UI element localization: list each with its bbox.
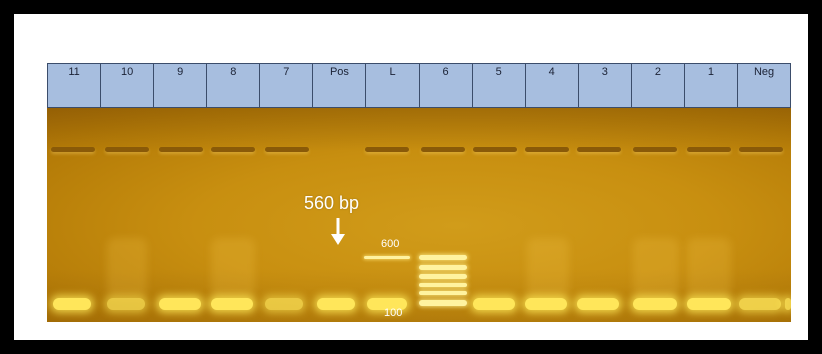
band-size-label: 560 bp: [304, 193, 360, 213]
lane-label: 5: [472, 64, 526, 107]
lane-label: 8: [207, 64, 261, 107]
ladder-label-bottom: 100: [384, 307, 403, 319]
lane-smear: [527, 238, 569, 298]
arrow-down-icon: [331, 218, 345, 245]
primer-band: [739, 298, 781, 310]
ladder-band: [419, 255, 467, 260]
primer-band: [785, 298, 791, 310]
primer-band: [687, 298, 731, 310]
well: [525, 147, 569, 152]
ladder-band: [419, 283, 467, 287]
well: [365, 147, 409, 152]
well: [739, 147, 783, 152]
lane-label: 1: [684, 64, 739, 107]
primer-band: [211, 298, 253, 310]
lane-label: 4: [525, 64, 579, 107]
lane-label: 6: [419, 64, 473, 107]
lane-label: 9: [154, 64, 208, 107]
lane-label: 2: [631, 64, 685, 107]
well: [211, 147, 255, 152]
well: [51, 147, 95, 152]
primer-band: [525, 298, 567, 310]
well: [577, 147, 621, 152]
well: [421, 147, 465, 152]
positive-band: [364, 256, 410, 259]
lane-label: 10: [101, 64, 155, 107]
lane-smear: [107, 238, 147, 298]
primer-band: [265, 298, 303, 310]
ladder-label-top: 600: [381, 238, 400, 250]
well: [159, 147, 203, 152]
primer-band: [367, 298, 407, 310]
primer-band: [159, 298, 201, 310]
primer-band: [53, 298, 91, 310]
ladder-band: [419, 291, 467, 295]
primer-band: [317, 298, 355, 310]
ladder-band: [419, 265, 467, 270]
gel-shading: [47, 108, 791, 322]
primer-band: [473, 298, 515, 310]
lane-label: Pos: [313, 64, 367, 107]
well: [105, 147, 149, 152]
lane-label: 11: [48, 64, 102, 107]
lane-smear: [211, 238, 255, 298]
lane-label: 7: [260, 64, 314, 107]
lane-smear: [687, 238, 731, 298]
primer-band: [107, 298, 145, 310]
ladder-band: [419, 300, 467, 306]
gel-image: [47, 108, 791, 322]
well: [473, 147, 517, 152]
ladder-band: [419, 274, 467, 279]
lane-label: 3: [578, 64, 632, 107]
primer-band: [633, 298, 677, 310]
lane-label: L: [366, 64, 420, 107]
lane-smear: [633, 238, 679, 298]
primer-band: [577, 298, 619, 310]
well: [265, 147, 309, 152]
lane-label: Neg: [738, 64, 791, 107]
lane-header: 11 10 9 8 7 Pos L 6 5 4 3 2 1 Neg: [47, 63, 791, 108]
well: [687, 147, 731, 152]
well: [633, 147, 677, 152]
